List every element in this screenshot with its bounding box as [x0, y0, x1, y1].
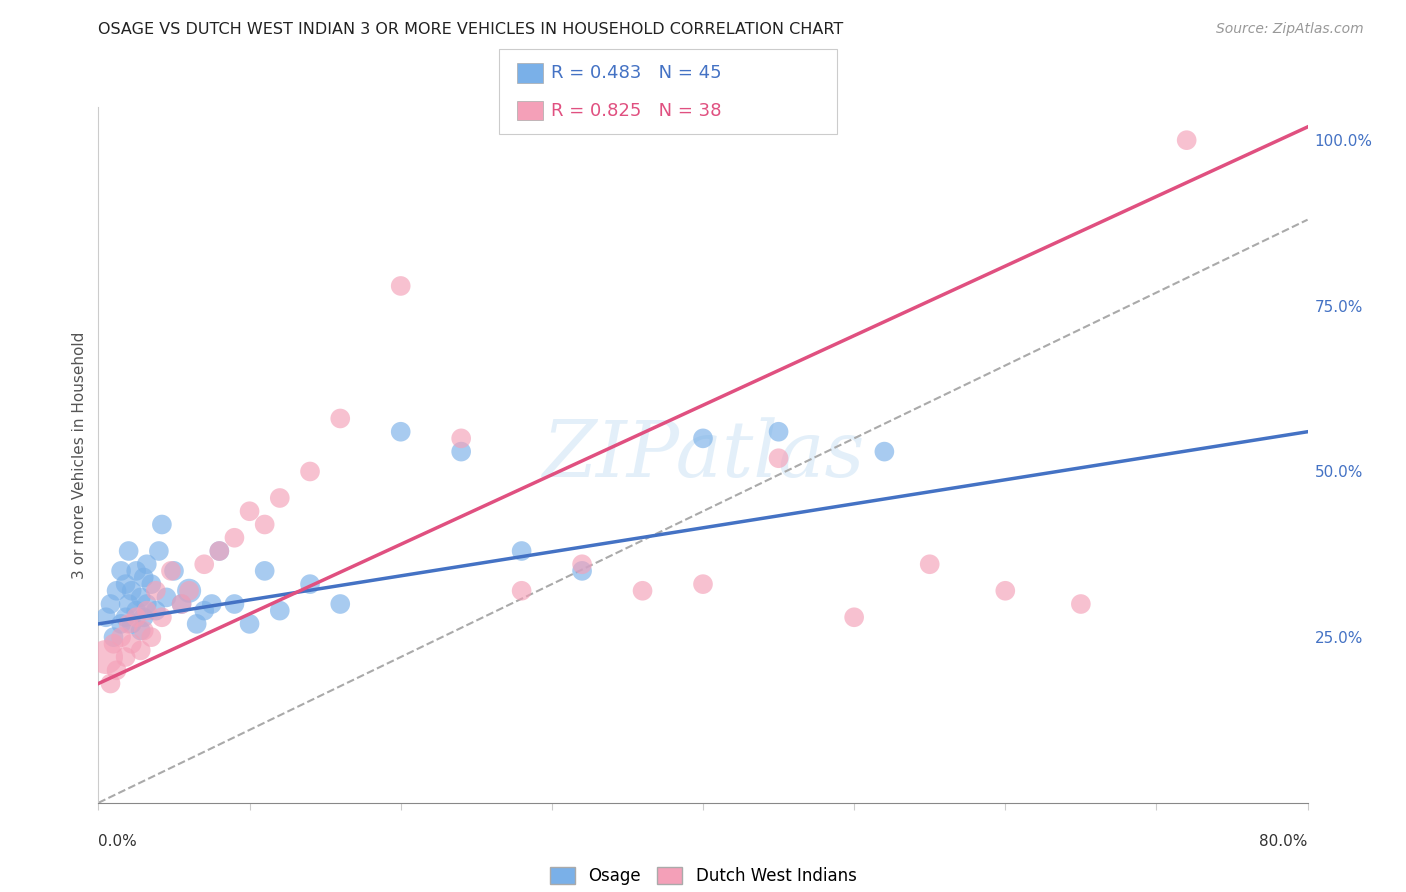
Point [450, 444, 472, 458]
Point [125, 610, 148, 624]
Point [94, 610, 117, 624]
Point [170, 597, 193, 611]
Point [768, 451, 790, 466]
Point [329, 597, 352, 611]
Point [118, 597, 141, 611]
Point [135, 597, 157, 611]
Point [110, 630, 132, 644]
Point [918, 558, 941, 572]
Point [145, 583, 167, 598]
Point [224, 531, 246, 545]
Point [224, 597, 246, 611]
Point [631, 583, 654, 598]
Point [125, 564, 148, 578]
Text: 80.0%: 80.0% [1260, 834, 1308, 849]
Point [253, 517, 276, 532]
Point [141, 630, 163, 644]
Point [105, 663, 128, 677]
Point [148, 544, 170, 558]
Point [692, 431, 714, 445]
Point [193, 604, 215, 618]
Point [135, 604, 157, 618]
Text: R = 0.483   N = 45: R = 0.483 N = 45 [551, 64, 721, 82]
Point [329, 411, 352, 425]
Point [100, 676, 122, 690]
Point [179, 583, 201, 598]
Point [114, 577, 136, 591]
Point [1175, 133, 1198, 147]
Point [692, 577, 714, 591]
Point [179, 583, 201, 598]
Point [571, 564, 593, 578]
Point [150, 517, 173, 532]
Point [994, 583, 1017, 598]
Point [121, 637, 143, 651]
Text: Source: ZipAtlas.com: Source: ZipAtlas.com [1216, 22, 1364, 37]
Point [114, 610, 136, 624]
Point [208, 544, 231, 558]
Point [129, 624, 152, 638]
Point [389, 425, 412, 439]
Point [389, 279, 412, 293]
Point [269, 604, 291, 618]
Point [170, 597, 193, 611]
Point [145, 604, 167, 618]
Point [129, 591, 152, 605]
Text: 0.0%: 0.0% [98, 834, 138, 849]
Point [239, 504, 262, 518]
Point [208, 544, 231, 558]
Point [132, 624, 155, 638]
Text: OSAGE VS DUTCH WEST INDIAN 3 OR MORE VEHICLES IN HOUSEHOLD CORRELATION CHART: OSAGE VS DUTCH WEST INDIAN 3 OR MORE VEH… [98, 22, 844, 37]
Point [121, 583, 143, 598]
Point [1070, 597, 1092, 611]
Point [571, 558, 593, 572]
Text: R = 0.825   N = 38: R = 0.825 N = 38 [551, 102, 721, 120]
Point [118, 544, 141, 558]
Point [844, 610, 866, 624]
Point [299, 577, 322, 591]
Point [155, 591, 177, 605]
Y-axis label: 3 or more Vehicles in Household: 3 or more Vehicles in Household [72, 331, 87, 579]
Point [132, 610, 155, 624]
Point [163, 564, 186, 578]
Point [269, 491, 291, 505]
Point [105, 583, 128, 598]
Point [150, 610, 173, 624]
Point [94, 650, 117, 665]
Point [768, 425, 790, 439]
Point [100, 597, 122, 611]
Point [299, 465, 322, 479]
Point [873, 444, 896, 458]
Point [253, 564, 276, 578]
Point [186, 616, 208, 631]
Point [132, 570, 155, 584]
Point [118, 616, 141, 631]
Point [110, 616, 132, 631]
Point [110, 564, 132, 578]
Point [129, 643, 152, 657]
Point [510, 583, 533, 598]
Point [125, 604, 148, 618]
Point [141, 577, 163, 591]
Point [121, 616, 143, 631]
Point [135, 558, 157, 572]
Point [193, 558, 215, 572]
Point [201, 597, 224, 611]
Legend: Osage, Dutch West Indians: Osage, Dutch West Indians [543, 861, 863, 892]
Text: ZIPatlas: ZIPatlas [541, 417, 865, 493]
Point [114, 650, 136, 665]
Point [160, 564, 183, 578]
Point [510, 544, 533, 558]
Point [103, 630, 125, 644]
Point [239, 616, 262, 631]
Point [450, 431, 472, 445]
Point [103, 637, 125, 651]
